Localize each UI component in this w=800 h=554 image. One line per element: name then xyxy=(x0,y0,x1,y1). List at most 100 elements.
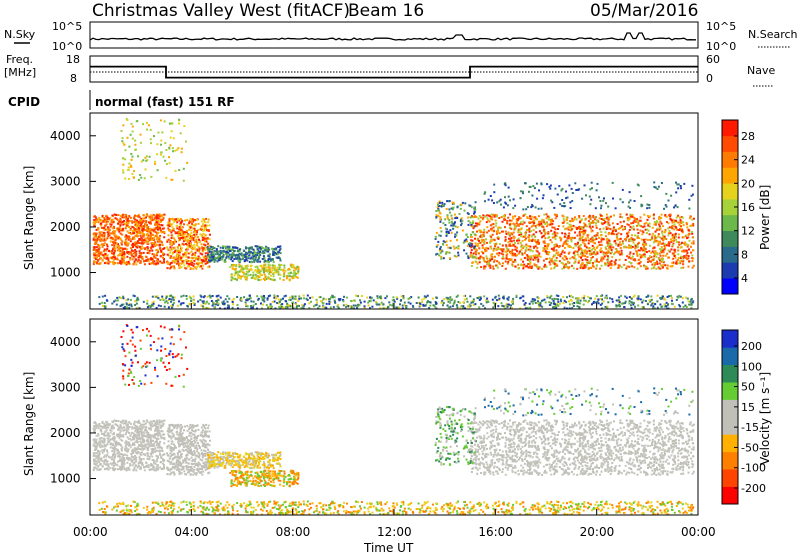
power-echo xyxy=(262,264,265,267)
power-echo xyxy=(663,297,666,300)
power-echo xyxy=(656,263,659,266)
power-echo xyxy=(180,234,183,237)
power-echo xyxy=(585,239,588,242)
power-echo xyxy=(174,250,176,253)
power-echo xyxy=(510,304,512,307)
power-echo xyxy=(517,231,520,234)
power-echo xyxy=(525,229,528,231)
power-echo xyxy=(494,247,497,250)
power-echo xyxy=(249,257,252,260)
power-echo xyxy=(530,256,533,259)
power-echo xyxy=(691,218,694,221)
power-echo xyxy=(194,248,197,251)
power-echo xyxy=(343,295,345,298)
power-echo xyxy=(478,247,481,250)
power-echo xyxy=(476,222,479,225)
power-echo xyxy=(560,237,563,240)
power-echo xyxy=(634,246,637,249)
power-echo xyxy=(251,252,254,255)
power-echo xyxy=(491,298,494,301)
power-echo xyxy=(242,255,245,258)
power-echo xyxy=(483,266,486,269)
power-echo xyxy=(401,307,404,310)
power-echo xyxy=(606,305,609,308)
power-echo xyxy=(517,223,520,226)
power-echo xyxy=(577,241,579,244)
power-echo xyxy=(463,209,466,212)
power-echo xyxy=(563,306,566,309)
power-echo xyxy=(675,262,677,265)
power-echo xyxy=(506,303,509,306)
power-echo xyxy=(278,268,281,271)
power-echo xyxy=(605,238,608,241)
power-echo xyxy=(437,202,439,205)
power-echo xyxy=(476,239,479,242)
power-echo xyxy=(619,241,622,244)
power-echo xyxy=(116,219,119,222)
power-echo xyxy=(269,303,272,306)
power-echo xyxy=(147,260,150,263)
power-echo xyxy=(622,302,625,305)
power-echo xyxy=(94,249,97,251)
power-echo xyxy=(193,259,196,262)
power-echo xyxy=(169,241,172,244)
power-echo xyxy=(325,298,328,301)
power-echo xyxy=(504,267,507,270)
power-echo xyxy=(278,249,281,252)
power-echo xyxy=(289,296,291,299)
power-echo xyxy=(516,239,518,242)
power-echo xyxy=(576,300,579,303)
power-echo xyxy=(571,236,574,239)
power-echo xyxy=(99,222,102,225)
power-echo xyxy=(621,216,624,219)
power-echo xyxy=(590,249,593,252)
power-echo xyxy=(216,250,219,253)
power-echo xyxy=(525,225,528,228)
power-echo xyxy=(686,237,688,240)
power-echo xyxy=(171,147,174,150)
power-echo xyxy=(298,304,300,307)
power-echo xyxy=(651,232,654,235)
power-echo xyxy=(542,235,545,237)
power-echo xyxy=(487,219,490,222)
power-echo xyxy=(140,239,143,242)
power-echo xyxy=(468,244,471,247)
power-echo xyxy=(607,251,610,254)
power-echo xyxy=(543,248,546,250)
power-echo xyxy=(602,253,605,256)
power-echo xyxy=(105,215,107,218)
power-echo xyxy=(183,233,186,235)
power-echo xyxy=(439,220,442,223)
power-echo xyxy=(230,276,233,279)
power-echo xyxy=(596,245,599,248)
power-echo xyxy=(518,239,521,242)
power-echo xyxy=(545,217,548,220)
power-echo xyxy=(125,226,128,229)
power-echo xyxy=(189,243,192,246)
power-echo xyxy=(468,306,471,309)
power-echo xyxy=(259,260,262,263)
power-echo xyxy=(240,275,243,278)
power-echo xyxy=(596,301,599,303)
power-echo xyxy=(134,228,137,230)
power-echo xyxy=(590,230,593,233)
power-echo xyxy=(158,223,160,226)
power-echo xyxy=(95,251,98,254)
power-echo xyxy=(172,303,174,306)
power-echo xyxy=(310,300,312,303)
power-echo xyxy=(160,249,162,252)
power-echo xyxy=(146,233,149,236)
power-echo xyxy=(197,263,200,266)
power-echo xyxy=(666,295,669,298)
power-echo xyxy=(445,231,448,233)
power-echo xyxy=(134,230,137,233)
power-echo xyxy=(655,267,658,270)
power-echo xyxy=(584,258,587,261)
power-echo xyxy=(593,246,596,249)
power-echo xyxy=(386,295,388,298)
power-echo xyxy=(246,297,249,300)
power-echo xyxy=(124,243,127,246)
power-echo xyxy=(178,234,181,236)
power-echo xyxy=(268,248,271,251)
power-echo xyxy=(141,245,143,248)
